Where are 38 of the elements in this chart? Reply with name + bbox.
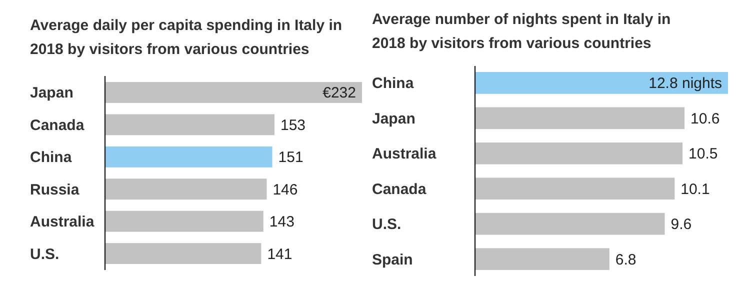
data-label: 143 <box>269 214 294 231</box>
data-label: 146 <box>272 181 298 198</box>
bar <box>475 248 610 270</box>
bar <box>105 82 362 103</box>
bar <box>475 142 683 164</box>
data-label: 10.5 <box>688 146 718 163</box>
data-label: €232 <box>322 84 356 102</box>
y-tick-label: China <box>30 149 72 166</box>
y-tick-label: China <box>372 75 414 92</box>
chart-title: Average number of nights spent in Italy in 2018 by visitors from various countries <box>372 11 671 52</box>
bar <box>475 107 685 130</box>
data-label: 10.1 <box>680 180 710 198</box>
y-tick-label: Australia <box>372 146 437 163</box>
bar <box>105 146 272 168</box>
y-tick-label: Canada <box>30 116 85 134</box>
y-tick-label: Japan <box>372 110 416 128</box>
data-label: 141 <box>267 246 292 263</box>
y-tick-label: U.S. <box>372 216 402 234</box>
bar <box>475 72 728 94</box>
chart-title: Average daily per capita spending in Italy in 2018 by visitors from various countries <box>30 17 342 58</box>
y-tick-label: Spain <box>372 251 413 268</box>
bar <box>105 114 274 136</box>
bar <box>475 212 665 235</box>
data-label: 9.6 <box>670 216 692 234</box>
data-label: 153 <box>280 116 306 134</box>
bar <box>475 178 675 200</box>
y-tick-label: Australia <box>30 214 95 231</box>
bar <box>105 178 267 200</box>
data-label: 10.6 <box>690 110 720 128</box>
bar <box>105 243 262 264</box>
data-label: 151 <box>278 149 304 166</box>
data-label: 6.8 <box>615 251 636 268</box>
y-tick-label: Japan <box>30 84 74 102</box>
y-tick-label: U.S. <box>30 246 60 263</box>
y-tick-label: Canada <box>372 180 427 198</box>
bar <box>105 210 264 232</box>
data-label: 12.8 nights <box>648 75 722 92</box>
y-tick-label: Russia <box>30 181 80 198</box>
